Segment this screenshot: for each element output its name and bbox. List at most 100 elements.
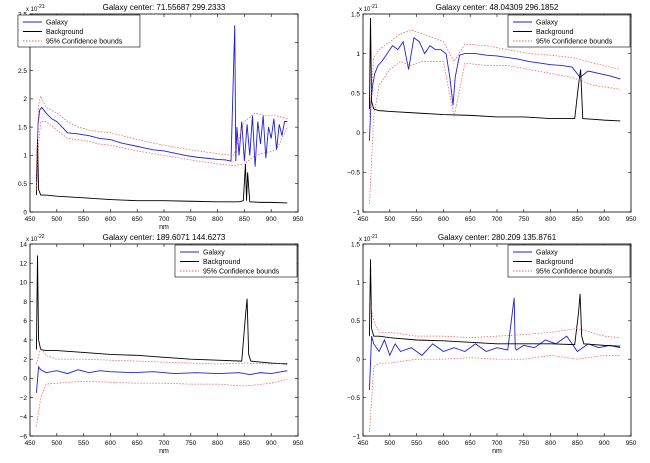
legend-box xyxy=(507,244,631,278)
series-line-95-confidence-bounds-4 xyxy=(36,121,288,190)
x-tick-label: 850 xyxy=(239,216,250,223)
x-tick-label: 750 xyxy=(185,440,196,447)
legend-box xyxy=(17,14,141,48)
x-axis-label: nm xyxy=(159,448,169,455)
y-tick-label: −6 xyxy=(20,433,28,440)
legend-label: 95% Confidence bounds xyxy=(203,269,280,276)
y-tick-label: 2 xyxy=(23,96,27,103)
x-tick-label: 550 xyxy=(78,440,89,447)
series-line-galaxy-1 xyxy=(368,297,621,390)
legend: Galaxy Background 95% Confidence bounds xyxy=(507,14,631,48)
x-tick-label: 650 xyxy=(465,216,476,223)
y-tick-label: 0 xyxy=(23,376,27,383)
series-line-galaxy-1 xyxy=(368,36,621,141)
x-tick-label: 900 xyxy=(266,216,277,223)
x-tick-label: 800 xyxy=(545,216,556,223)
y-tick-label: 1.5 xyxy=(18,124,27,131)
y-tick-label: −1 xyxy=(353,433,361,440)
y-exponent-power: -21 xyxy=(370,234,377,240)
legend-label: Galaxy xyxy=(46,20,68,27)
chart-panel-3: Galaxy center: 189.6071 144.6273 x 10-22 4… xyxy=(20,233,304,455)
x-tick-label: 450 xyxy=(358,216,369,223)
y-exponent-label: x 10-21 xyxy=(359,234,378,243)
y-tick-label: 10 xyxy=(20,280,28,287)
y-tick-label: −4 xyxy=(20,414,28,421)
y-tick-label: 1 xyxy=(356,280,360,287)
y-tick-label: 8 xyxy=(23,299,27,306)
x-tick-label: 950 xyxy=(293,440,304,447)
series-line-background-2 xyxy=(35,138,288,204)
x-tick-label: 800 xyxy=(545,440,556,447)
series-line-95-confidence-bounds-4 xyxy=(369,355,621,433)
y-tick-label: 12 xyxy=(20,261,28,268)
series-line-95-confidence-bounds-3 xyxy=(369,297,621,339)
x-tick-label: 900 xyxy=(599,216,610,223)
series-line-95-confidence-bounds-4 xyxy=(369,61,621,205)
y-tick-label: 14 xyxy=(20,241,28,248)
y-exponent-label: x 10-21 xyxy=(359,4,378,13)
chart-title: Galaxy center: 189.6071 144.6273 xyxy=(103,233,226,242)
x-tick-label: 850 xyxy=(572,216,583,223)
x-tick-label: 650 xyxy=(132,440,143,447)
x-tick-label: 950 xyxy=(626,216,637,223)
x-tick-label: 500 xyxy=(384,440,395,447)
y-tick-label: −1 xyxy=(353,209,361,216)
y-exponent-power: -21 xyxy=(370,4,377,10)
y-tick-label: 1 xyxy=(356,51,360,58)
y-tick-label: 0.5 xyxy=(351,91,360,98)
x-tick-label: 550 xyxy=(411,440,422,447)
x-tick-label: 650 xyxy=(465,440,476,447)
x-tick-label: 500 xyxy=(51,440,62,447)
legend-box xyxy=(174,244,298,278)
x-tick-label: 700 xyxy=(159,440,170,447)
y-tick-label: 1 xyxy=(23,153,27,160)
y-exponent-power: -22 xyxy=(37,234,44,240)
y-tick-label: 0.5 xyxy=(18,181,27,188)
legend: Galaxy Background 95% Confidence bounds xyxy=(507,244,631,278)
legend: Galaxy Background 95% Confidence bounds xyxy=(174,244,298,278)
legend-label: 95% Confidence bounds xyxy=(536,269,613,276)
x-tick-label: 550 xyxy=(411,216,422,223)
x-tick-label: 750 xyxy=(518,440,529,447)
x-tick-label: 850 xyxy=(239,440,250,447)
y-tick-label: 0 xyxy=(356,357,360,364)
x-tick-label: 900 xyxy=(266,440,277,447)
chart-panel-4: Galaxy center: 280.209 135.8761 x 10-21 45… xyxy=(347,233,637,455)
x-tick-label: 600 xyxy=(438,216,449,223)
y-tick-label: 6 xyxy=(23,318,27,325)
legend-label: Background xyxy=(46,29,83,36)
x-tick-label: 700 xyxy=(492,216,503,223)
x-tick-label: 950 xyxy=(626,440,637,447)
legend-label: 95% Confidence bounds xyxy=(536,39,613,46)
series-line-background-2 xyxy=(368,259,621,347)
y-exponent-label: x 10-21 xyxy=(26,4,45,13)
x-tick-label: 450 xyxy=(358,440,369,447)
legend-label: Galaxy xyxy=(536,250,558,257)
y-tick-label: −2 xyxy=(20,395,28,402)
chart-title: Galaxy center: 71.55687 299.2333 xyxy=(103,3,226,12)
x-axis-label: nm xyxy=(159,224,169,231)
x-tick-label: 600 xyxy=(105,216,116,223)
chart-panel-2: Galaxy center: 48.04309 296.1852 x 10-21 4… xyxy=(347,3,637,223)
y-exponent-power: -21 xyxy=(37,4,44,10)
chart-title: Galaxy center: 280.209 135.8761 xyxy=(438,233,557,242)
chart-panel-1: Galaxy center: 71.55687 299.2333 x 10-21 4… xyxy=(17,3,304,231)
y-tick-label: 1.5 xyxy=(351,11,360,18)
series-line-galaxy-1 xyxy=(35,25,288,181)
y-tick-label: −0.5 xyxy=(347,395,360,402)
legend-label: Galaxy xyxy=(536,20,558,27)
y-tick-label: 2.5 xyxy=(18,68,27,75)
legend-label: Galaxy xyxy=(203,250,225,257)
x-tick-label: 600 xyxy=(105,440,116,447)
x-tick-label: 650 xyxy=(132,216,143,223)
x-axis-label: nm xyxy=(492,448,502,455)
y-tick-label: −0.5 xyxy=(347,170,360,177)
x-tick-label: 550 xyxy=(78,216,89,223)
x-tick-label: 950 xyxy=(293,216,304,223)
series-line-95-confidence-bounds-3 xyxy=(36,346,288,365)
x-tick-label: 500 xyxy=(51,216,62,223)
x-tick-label: 900 xyxy=(599,440,610,447)
x-tick-label: 800 xyxy=(212,216,223,223)
y-tick-label: 0 xyxy=(356,130,360,137)
